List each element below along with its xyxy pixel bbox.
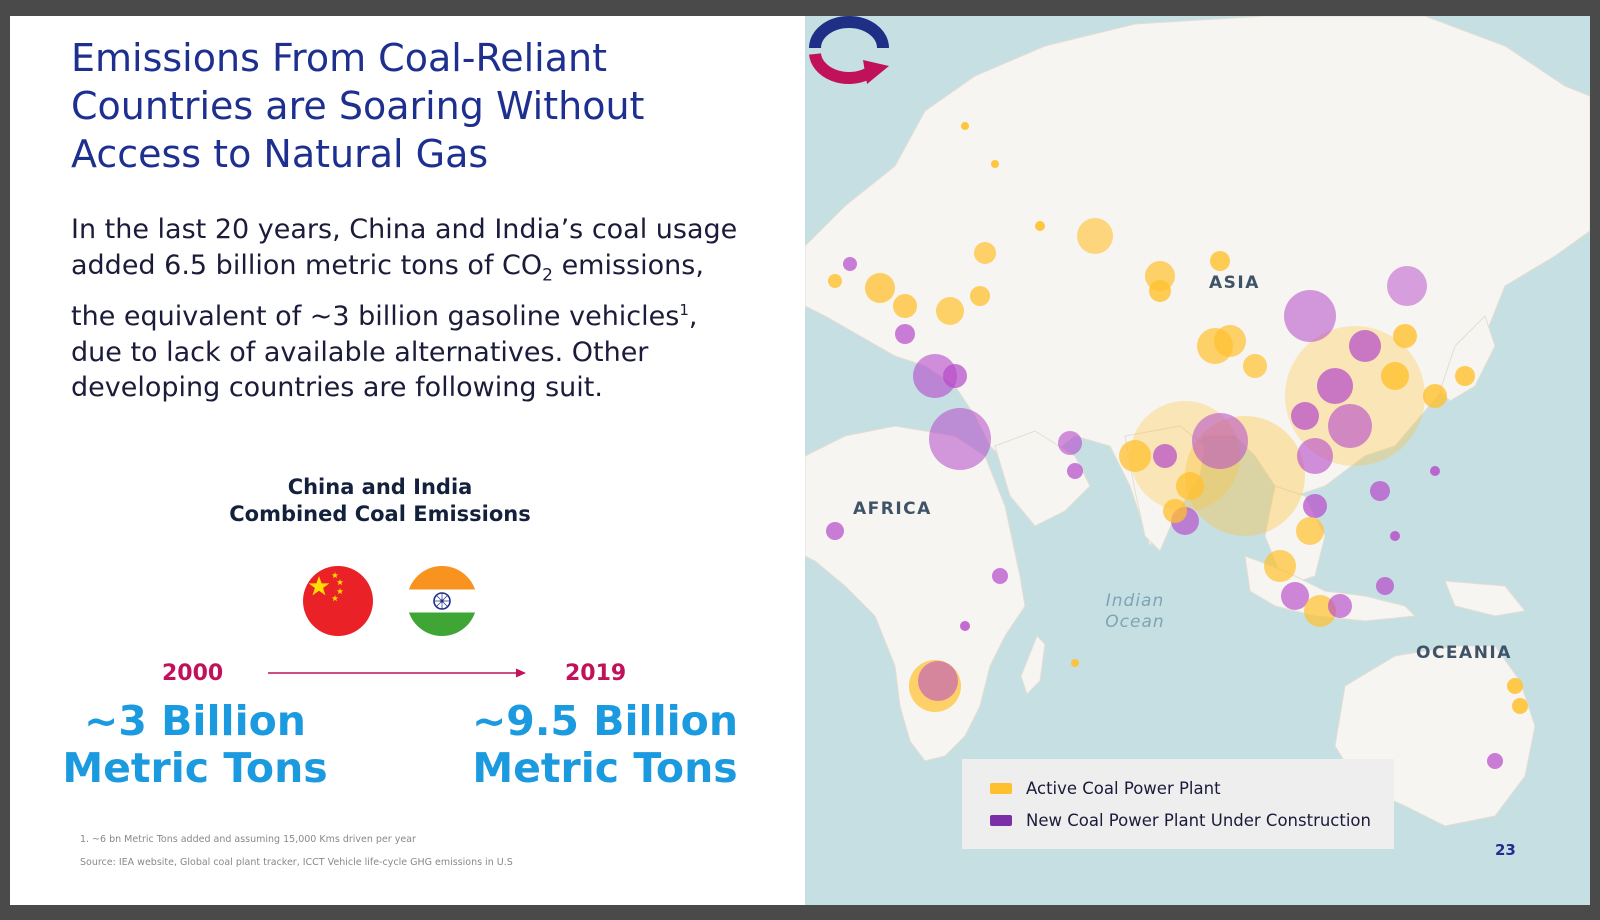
co2-subscript: 2 <box>542 264 553 285</box>
legend-label-active: Active Coal Power Plant <box>1026 779 1221 798</box>
end-value: ~9.5 Billion Metric Tons <box>460 698 750 792</box>
legend-item-active: Active Coal Power Plant <box>990 779 1221 798</box>
china-flag <box>303 566 373 636</box>
source-note: Source: IEA website, Global coal plant t… <box>80 857 513 868</box>
start-value-line2: Metric Tons <box>62 744 328 792</box>
timeline-arrow <box>268 668 526 678</box>
footnote-marker: 1 <box>679 301 689 320</box>
slide: Emissions From Coal-Reliant Countries ar… <box>10 16 1590 905</box>
landmass-arabia <box>994 430 1091 527</box>
indian-ocean-label: Indian Ocean <box>1095 591 1175 633</box>
body-paragraph: In the last 20 years, China and India’s … <box>71 212 751 406</box>
body-text-b: emissions, the equivalent of ~3 billion … <box>71 249 704 333</box>
ocean-label-line2: Ocean <box>1105 612 1165 632</box>
ocean-label-line1: Indian <box>1105 591 1165 611</box>
legend-label-construction: New Coal Power Plant Under Construction <box>1026 811 1371 830</box>
coal-plant-markers <box>826 122 1528 769</box>
page-number: 23 <box>1495 841 1516 859</box>
slide-title: Emissions From Coal-Reliant Countries ar… <box>71 36 645 176</box>
comparison-title-line2: Combined Coal Emissions <box>229 502 531 526</box>
body-text-c: , due to lack of available alternatives.… <box>71 301 698 404</box>
coal-plant-map: ASIA AFRICA OCEANIA Indian Ocean Active … <box>805 16 1590 905</box>
landmass-new-guinea <box>1444 580 1526 617</box>
start-value: ~3 Billion Metric Tons <box>55 698 335 792</box>
landmass-madagascar <box>1020 635 1046 695</box>
india-flag <box>407 566 477 636</box>
company-logo <box>809 16 889 84</box>
start-value-line1: ~3 Billion <box>84 697 306 745</box>
map-legend: Active Coal Power Plant New Coal Power P… <box>962 759 1394 849</box>
landmasses <box>805 16 1590 827</box>
body-text-a: In the last 20 years, China and India’s … <box>71 214 738 281</box>
comparison-title: China and India Combined Coal Emissions <box>160 474 600 528</box>
oceania-label: OCEANIA <box>1416 643 1512 663</box>
landmass-africa <box>805 425 1026 762</box>
end-value-line1: ~9.5 Billion <box>471 697 739 745</box>
map-canvas <box>805 16 1590 827</box>
legend-item-construction: New Coal Power Plant Under Construction <box>990 811 1371 830</box>
legend-swatch-construction <box>990 815 1012 826</box>
end-value-line2: Metric Tons <box>472 744 738 792</box>
start-year: 2000 <box>162 661 224 686</box>
footnote: 1. ~6 bn Metric Tons added and assuming … <box>80 834 416 845</box>
left-panel: Emissions From Coal-Reliant Countries ar… <box>10 16 820 905</box>
legend-swatch-active <box>990 783 1012 794</box>
china-flag-stars <box>308 572 344 602</box>
india-flag-stripes <box>407 566 477 636</box>
asia-label: ASIA <box>1209 273 1260 293</box>
comparison-title-line1: China and India <box>287 475 473 499</box>
africa-label: AFRICA <box>853 499 932 519</box>
end-year: 2019 <box>565 661 627 686</box>
